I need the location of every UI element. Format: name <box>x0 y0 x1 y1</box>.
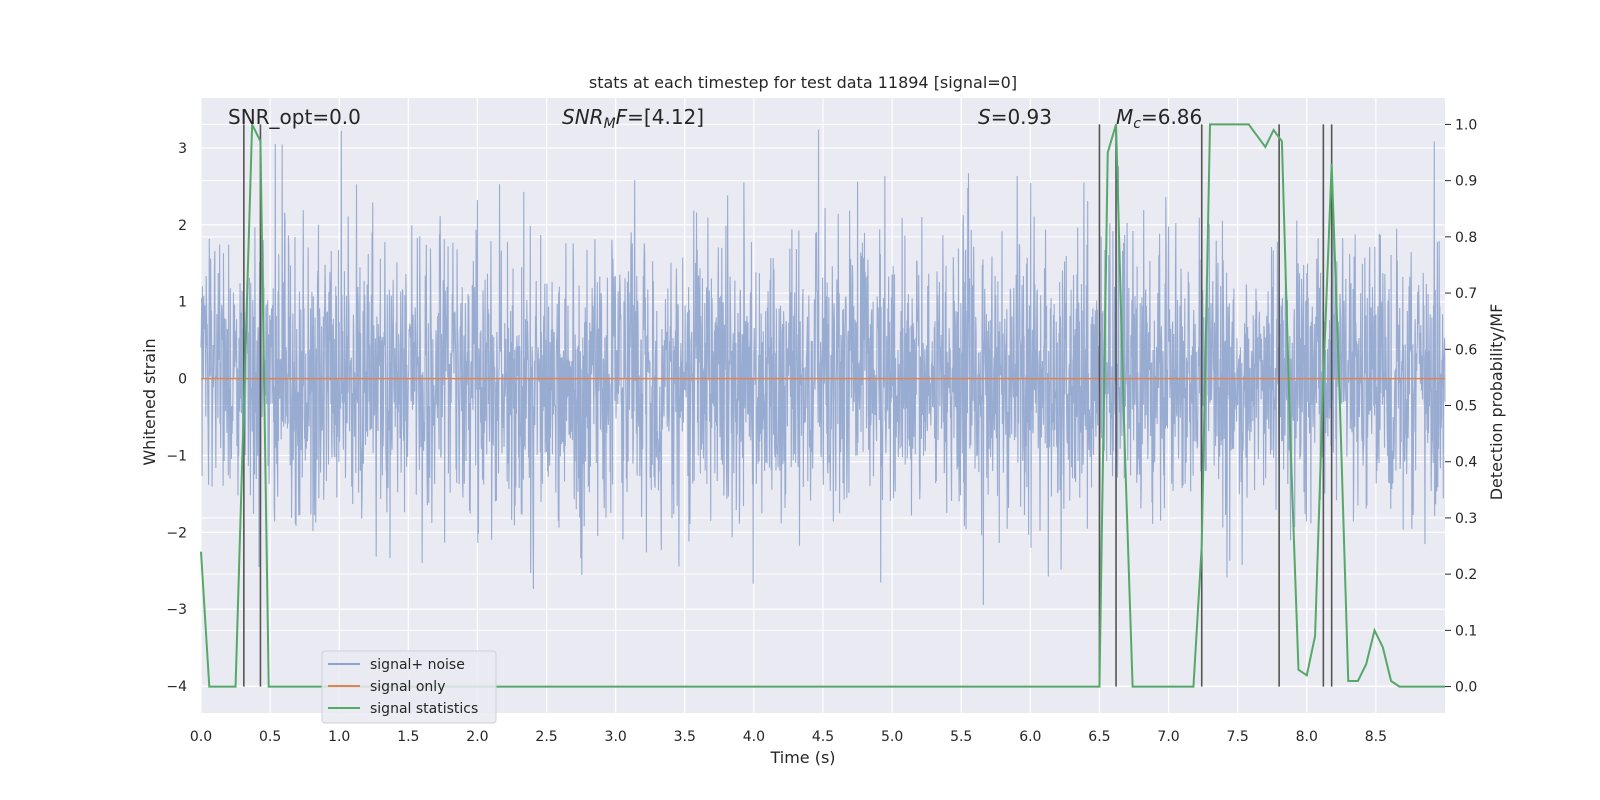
x-tick-label-1: 0.5 <box>259 729 281 745</box>
x-tick-label-11: 5.5 <box>950 729 972 745</box>
y-right-tick-label-1: 0.9 <box>1455 174 1477 190</box>
x-tick-label-16: 8.0 <box>1296 729 1318 745</box>
y-right-tick-label-0: 1.0 <box>1455 117 1477 133</box>
x-tick-label-8: 4.0 <box>743 729 765 745</box>
series-signal-statistics <box>200 123 1445 688</box>
annotation-s: S=0.93 <box>978 105 1052 129</box>
x-tick-label-0: 0.0 <box>190 729 212 745</box>
annotation-s-value: =0.93 <box>991 105 1052 129</box>
y-right-tick-label-3: 0.7 <box>1455 286 1477 302</box>
annotation-mc: Mc=6.86 <box>1116 105 1202 132</box>
x-tick-label-15: 7.5 <box>1227 729 1249 745</box>
y-right-tick-label-2: 0.8 <box>1455 230 1477 246</box>
y-left-tick-label-4: −1 <box>166 448 187 464</box>
annotation-s-label: S <box>978 105 991 129</box>
x-tick-label-14: 7.0 <box>1157 729 1179 745</box>
x-tick-label-7: 3.5 <box>674 729 696 745</box>
x-tick-label-10: 5.0 <box>881 729 903 745</box>
y-left-tick-labels: 3 2 1 0 −1 −2 −3 −4 <box>166 141 187 695</box>
chart-title: stats at each timestep for test data 118… <box>589 73 1017 92</box>
x-tick-label-9: 4.5 <box>812 729 834 745</box>
legend-label-signal-noise: signal+ noise <box>370 657 465 673</box>
annotation-mc-label: M <box>1116 105 1133 129</box>
legend-label-signal-only: signal only <box>370 679 445 695</box>
y-axis-right-label: Detection probability/MF <box>1487 304 1506 501</box>
x-tick-label-5: 2.5 <box>535 729 557 745</box>
annotation-mc-sub: c <box>1133 116 1141 132</box>
y-right-tick-label-8: 0.2 <box>1455 567 1477 583</box>
x-tick-label-17: 8.5 <box>1365 729 1387 745</box>
annotation-mc-value: =6.86 <box>1141 105 1202 129</box>
y-left-tick-label-1: 2 <box>178 218 187 234</box>
x-tick-label-13: 6.5 <box>1088 729 1110 745</box>
x-tick-label-12: 6.0 <box>1019 729 1041 745</box>
y-right-tick-labels: 1.0 0.9 0.8 0.7 0.6 0.5 0.4 0.3 0.2 0.1 0.0 <box>1445 117 1477 696</box>
y-right-tick-label-10: 0.0 <box>1455 680 1477 696</box>
y-left-tick-label-6: −3 <box>166 602 187 618</box>
x-tick-label-3: 1.5 <box>397 729 419 745</box>
y-left-tick-label-2: 1 <box>178 295 187 311</box>
y-left-tick-label-7: −4 <box>166 679 187 695</box>
legend-label-signal-statistics: signal statistics <box>370 701 478 717</box>
legend: signal+ noise signal only signal statist… <box>321 650 497 724</box>
y-right-tick-label-6: 0.4 <box>1455 455 1477 471</box>
x-tick-label-4: 2.0 <box>466 729 488 745</box>
legend-box <box>321 650 497 724</box>
annotation-snr-mf-rest-italic: F <box>616 105 628 129</box>
x-tick-label-2: 1.0 <box>328 729 350 745</box>
y-right-tick-label-9: 0.1 <box>1455 623 1477 639</box>
annotation-snr-mf-sub: M <box>604 116 616 132</box>
annotation-snr-mf: SNRMF=[4.12] <box>562 105 704 132</box>
x-axis-label: Time (s) <box>769 748 835 767</box>
x-tick-labels: 0.0 0.5 1.0 1.5 2.0 2.5 3.0 3.5 4.0 4.5 5.0 5.5 6.0 6… <box>190 729 1387 745</box>
y-axis-left-label: Whitened strain <box>140 338 159 465</box>
y-left-tick-label-5: −2 <box>166 525 187 541</box>
annotation-snr-mf-base: SNR <box>562 105 604 129</box>
annotation-snr-opt: SNR_opt=0.0 <box>228 105 361 129</box>
y-right-tick-label-5: 0.5 <box>1455 399 1477 415</box>
annotation-snr-mf-rest: =[4.12] <box>627 105 704 129</box>
y-left-tick-label-0: 3 <box>178 141 187 157</box>
y-left-tick-label-3: 0 <box>178 372 187 388</box>
signal-statistics-line <box>200 123 1445 688</box>
y-right-tick-label-7: 0.3 <box>1455 511 1477 527</box>
x-tick-label-6: 3.0 <box>605 729 627 745</box>
y-right-tick-label-4: 0.6 <box>1455 342 1477 358</box>
vertical-markers <box>243 124 1333 687</box>
